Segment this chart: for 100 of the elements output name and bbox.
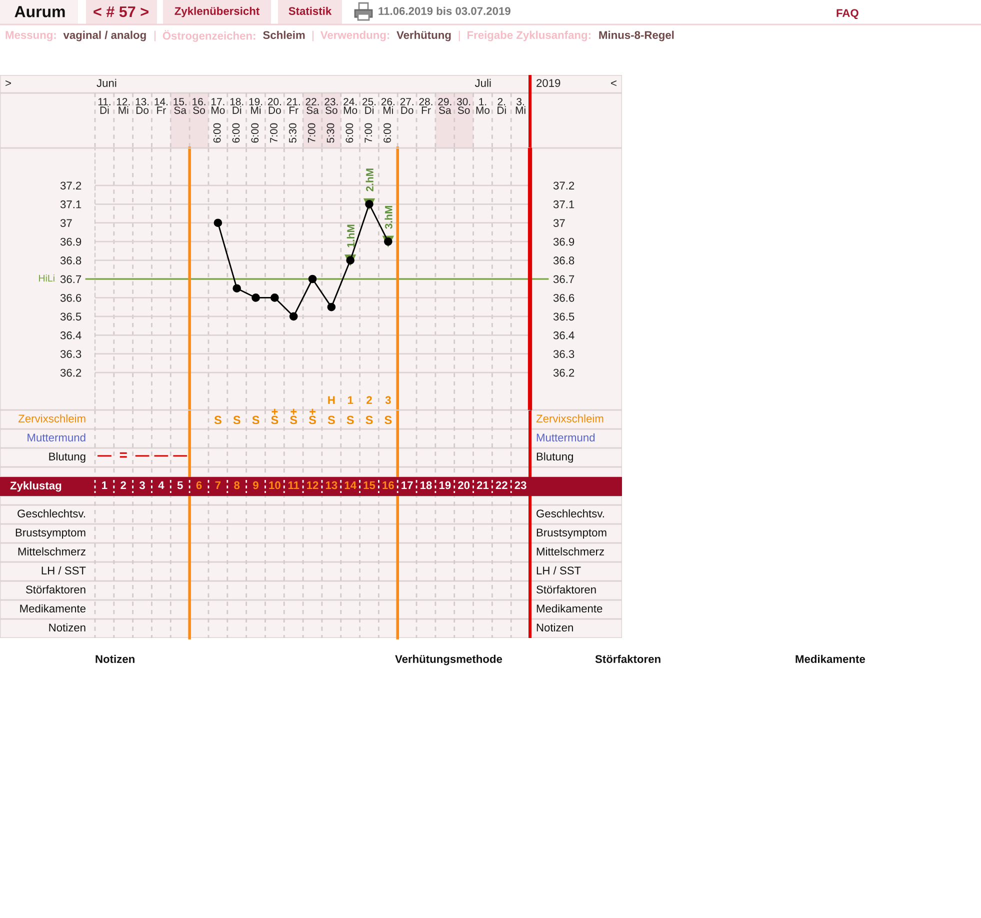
text: Juli [474, 78, 491, 87]
text: = [120, 452, 127, 458]
text: 2019 [536, 79, 560, 87]
text: < [611, 80, 616, 86]
annotation: + S [308, 408, 316, 424]
text: 28. Fr [419, 98, 432, 114]
annotation: + S [290, 408, 298, 424]
text: Blutung [49, 452, 86, 463]
point [289, 312, 298, 321]
annotation: 2 [366, 396, 372, 404]
x-tick-label: 12 [307, 481, 318, 490]
text: 3. Mi [516, 98, 526, 114]
text: > [6, 80, 11, 86]
text: 13. Do [136, 98, 149, 114]
y2-tick-label: 36.7 [553, 275, 574, 284]
point [232, 284, 242, 293]
x-tick-label: 11 [288, 481, 300, 490]
x-tick-label: 15 [364, 481, 376, 490]
x-tick-label: 17 [402, 481, 413, 490]
y-tick-label: 36.8 [60, 256, 82, 264]
text: Messung: vaginal / analog | Östrogenzeichen: Schleim | Verwendung: Verhütung | Freigabe Zyklusanfang: Minus-8-Regel [6, 30, 674, 42]
annotation: 3 [385, 396, 391, 404]
y-tick-label: 36.2 [60, 368, 82, 377]
text: 24. Mo [344, 98, 358, 114]
text: Geschlechtsv. [536, 509, 604, 518]
text: S [366, 416, 373, 424]
text: S [252, 416, 260, 424]
x-tick-label: 6 [196, 481, 202, 490]
y2-tick-label: 37.1 [553, 200, 574, 208]
text: 25. Di [362, 98, 376, 114]
text: 5:30 [326, 123, 334, 143]
annotation: + S [271, 408, 278, 424]
text: 20. Do [268, 98, 281, 114]
y-tick-label: 36.4 [60, 331, 82, 340]
x-tick-label: 13 [326, 481, 338, 490]
x-tick-label: 14 [344, 481, 356, 490]
text: 11. Di [98, 98, 110, 114]
text: 6:00 [346, 123, 354, 143]
text: S [346, 416, 354, 424]
y2-tick-label: 37 [553, 219, 565, 227]
text: 16. So [192, 98, 206, 114]
text: 7:00 [270, 123, 278, 143]
text: Muttermund [28, 433, 86, 442]
text: 17. Mo [211, 98, 225, 114]
text: 7:00 [308, 123, 316, 143]
y2-tick-label: 36.8 [553, 256, 574, 264]
text: Medikamente [536, 604, 602, 612]
text: Geschlechtsv. [18, 509, 85, 518]
x-tick-label: 1 [102, 481, 108, 490]
text: Blutung [536, 452, 573, 463]
y2-tick-label: 36.5 [553, 312, 574, 321]
text: 6:00 [213, 123, 221, 143]
text: < # 57 > [94, 6, 148, 18]
text: 14. Fr [154, 98, 168, 114]
x-tick-label: 2 [120, 481, 126, 490]
text: 15. Sa [174, 98, 186, 114]
y-tick-label: 37 [60, 219, 72, 227]
text: Mittelschmerz [536, 547, 604, 556]
point [252, 294, 260, 302]
text: 6:00 [384, 123, 391, 143]
text: Medikamente [796, 654, 866, 663]
text: 6:00 [251, 123, 259, 143]
y2-tick-label: 36.9 [553, 238, 574, 246]
x-tick-label: 21 [476, 481, 489, 490]
annotation: 1 [348, 396, 354, 404]
y-tick-label: 37.2 [60, 182, 82, 190]
text: 26. Mi [381, 98, 394, 114]
y-tick-label: 36.3 [60, 350, 82, 358]
text: S [384, 416, 392, 424]
x-axis-title: Zyklustag [10, 481, 62, 492]
text: 5:30 [289, 123, 296, 143]
y2-tick-label: 36.6 [553, 294, 574, 302]
text: 7:00 [364, 123, 372, 143]
text: 18. Di [230, 98, 244, 114]
point [270, 294, 279, 302]
text: 11.06.2019 bis 03.07.2019 [378, 6, 510, 15]
y2-tick-label: 37.2 [553, 182, 574, 190]
text: Zyklenübersicht [174, 6, 260, 18]
y2-tick-label: 36.4 [553, 331, 574, 340]
text: 30. So [456, 98, 470, 114]
ref-line-label: HiLi [39, 274, 54, 282]
text: — [135, 455, 150, 457]
x-tick-label: 7 [215, 481, 221, 490]
annotation: 1.hM [346, 224, 354, 248]
x-tick-label: 23 [514, 481, 526, 490]
text: Juni [96, 78, 116, 87]
y2-tick-label: 36.3 [553, 350, 574, 358]
x-tick-label: 4 [158, 481, 164, 490]
text: Notizen [536, 623, 573, 632]
text: — [154, 455, 168, 457]
x-tick-label: 18 [420, 481, 432, 490]
point [214, 218, 222, 228]
y2-tick-label: 36.2 [553, 368, 574, 377]
annotation: 3.hM [384, 206, 392, 229]
x-tick-label: 5 [177, 481, 183, 490]
text: FAQ [836, 9, 858, 20]
x-tick-label: 10 [269, 481, 280, 490]
y-tick-label: 37.1 [60, 200, 82, 208]
text: Verhütungsmethode [395, 654, 502, 666]
y-tick-label: 36.9 [60, 238, 82, 246]
